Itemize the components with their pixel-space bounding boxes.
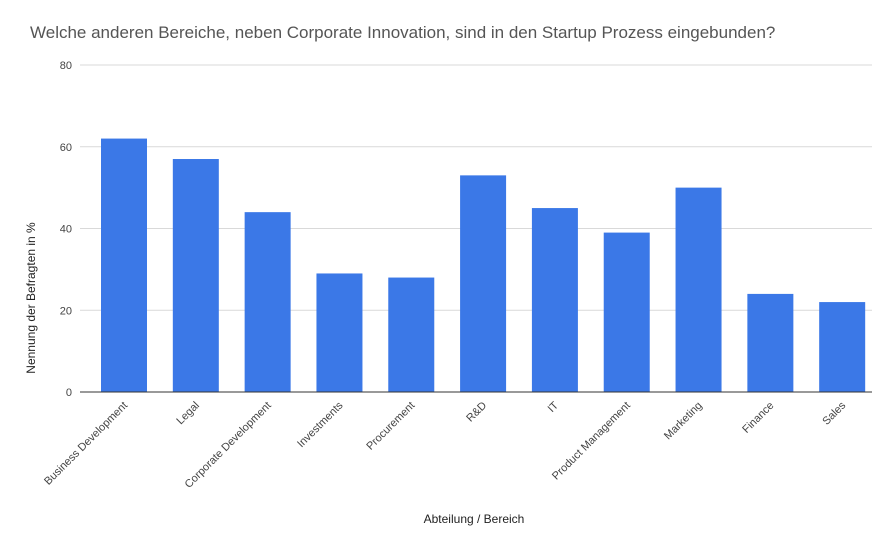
bar-product-management (603, 232, 650, 392)
bar-it (531, 208, 578, 392)
bar-finance (747, 293, 794, 392)
x-axis-label: Abteilung / Bereich (424, 512, 525, 526)
chart-title: Welche anderen Bereiche, neben Corporate… (30, 23, 775, 42)
x-tick-label: R&D (464, 400, 489, 425)
x-tick-label: Procurement (364, 400, 417, 453)
bar-procurement (388, 277, 435, 392)
y-axis-ticks: 0 20 40 60 80 (60, 60, 72, 399)
y-axis-label: Nennung der Befragten in % (24, 222, 38, 374)
bar-legal (172, 159, 219, 392)
x-tick-label: Product Management (550, 400, 633, 483)
y-tick-label: 80 (60, 60, 72, 72)
bars (101, 138, 866, 392)
x-tick-label: Marketing (662, 400, 705, 443)
bar-business-development (101, 138, 147, 392)
bar-r-d (460, 175, 507, 392)
bar-investments (316, 273, 363, 392)
x-tick-label: Investments (295, 399, 346, 450)
x-tick-label: Business Development (42, 400, 130, 488)
x-tick-label: IT (546, 399, 562, 415)
bar-corporate-development (244, 212, 291, 392)
y-tick-label: 40 (60, 224, 72, 236)
y-tick-label: 0 (66, 387, 72, 399)
x-tick-label: Legal (174, 400, 202, 428)
x-tick-label: Finance (740, 400, 776, 436)
y-tick-label: 20 (60, 305, 72, 317)
bar-sales (819, 302, 866, 392)
bar-marketing (675, 187, 722, 392)
x-tick-label: Sales (820, 399, 848, 427)
y-tick-label: 60 (60, 142, 72, 154)
